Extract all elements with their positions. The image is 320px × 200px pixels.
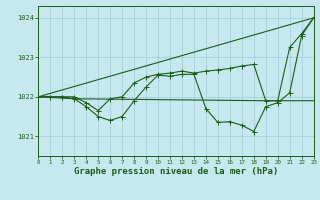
X-axis label: Graphe pression niveau de la mer (hPa): Graphe pression niveau de la mer (hPa)	[74, 167, 278, 176]
